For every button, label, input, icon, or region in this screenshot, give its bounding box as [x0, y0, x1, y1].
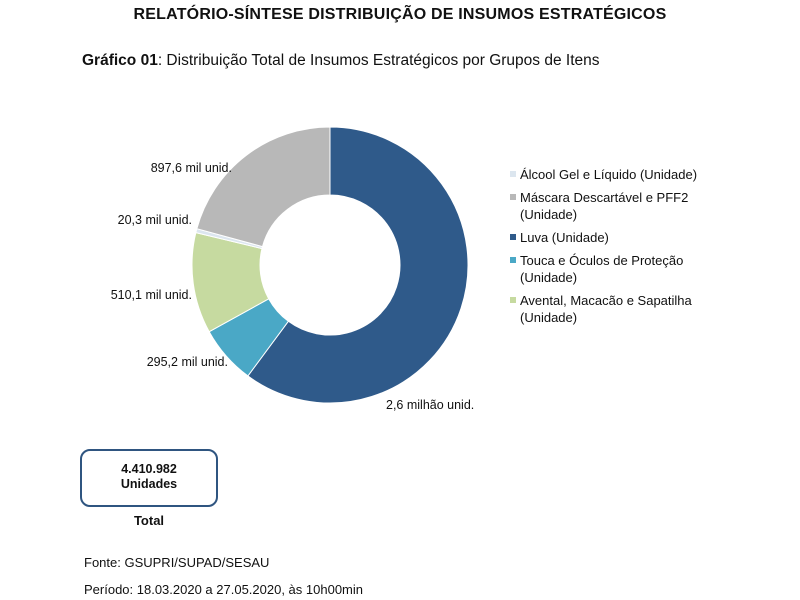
legend-swatch — [510, 257, 516, 263]
total-value: 4.410.982 — [121, 462, 177, 476]
legend-label: Álcool Gel e Líquido (Unidade) — [520, 167, 698, 182]
data-label-alcool-gel-e-liquido-unidade: 20,3 mil unid. — [118, 213, 192, 227]
slice-mascara-descartavel-e-pff2-unidade — [196, 126, 331, 248]
legend-item-luva-unidade: Luva (Unidade) — [510, 229, 740, 246]
chart-subtitle-text: : Distribuição Total de Insumos Estratég… — [157, 52, 600, 69]
chart-number: Gráfico 01 — [82, 52, 158, 69]
total-box: 4.410.982 Unidades — [80, 449, 218, 507]
legend-item-alcool-gel-e-liquido-unidade: Álcool Gel e Líquido (Unidade) — [510, 166, 740, 183]
chart-subtitle: Gráfico 01: Distribuição Total de Insumo… — [82, 52, 600, 70]
chart-legend: Álcool Gel e Líquido (Unidade) Máscara De… — [510, 166, 740, 332]
slice-luva-unidade — [247, 126, 469, 404]
data-label-mascara-descartavel-e-pff2-unidade: 897,6 mil unid. — [151, 161, 232, 175]
legend-swatch — [510, 194, 516, 200]
data-label-luva-unidade: 2,6 milhão unid. — [386, 398, 474, 412]
total-label: Total — [133, 513, 165, 528]
legend-label: Máscara Descartável e PFF2 (Unidade) — [520, 190, 689, 222]
legend-item-touca-e-oculos-de-protecao-unidade: Touca e Óculos de Proteção (Unidade) — [510, 252, 740, 286]
data-label-avental-macacao-e-sapatilha-unidade: 510,1 mil unid. — [111, 288, 192, 302]
source-note: Fonte: GSUPRI/SUPAD/SESAU — [84, 555, 270, 570]
legend-swatch — [510, 234, 516, 240]
legend-label: Touca e Óculos de Proteção (Unidade) — [520, 253, 684, 285]
legend-label: Avental, Macacão e Sapatilha (Unidade) — [520, 293, 692, 325]
report-title: RELATÓRIO-SÍNTESE DISTRIBUIÇÃO DE INSUMO… — [133, 6, 667, 23]
legend-item-avental-macacao-e-sapatilha-unidade: Avental, Macacão e Sapatilha (Unidade) — [510, 292, 740, 326]
data-label-touca-e-oculos-de-protecao-unidade: 295,2 mil unid. — [147, 355, 228, 369]
period-note: Período: 18.03.2020 a 27.05.2020, às 10h… — [84, 582, 363, 597]
legend-swatch — [510, 297, 516, 303]
legend-item-mascara-descartavel-e-pff2-unidade: Máscara Descartável e PFF2 (Unidade) — [510, 189, 740, 223]
legend-swatch — [510, 171, 516, 177]
legend-label: Luva (Unidade) — [520, 230, 609, 245]
total-unit: Unidades — [120, 477, 178, 491]
